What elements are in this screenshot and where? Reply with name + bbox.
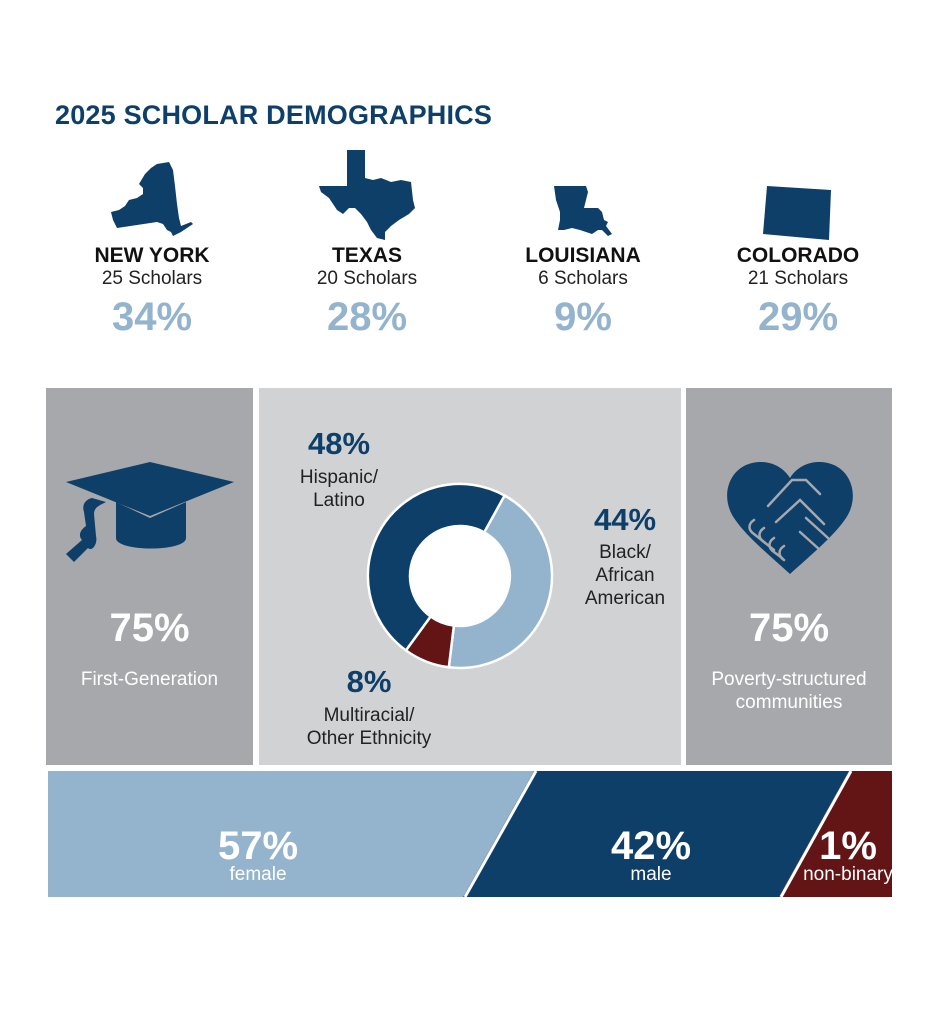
texas-state-icon bbox=[319, 150, 415, 240]
poverty-percent: 75% bbox=[748, 606, 830, 650]
state-scholar-count: 20 Scholars bbox=[316, 268, 418, 289]
poverty-panel: 75% Poverty-structured communities bbox=[686, 388, 892, 765]
first-generation-label: First-Generation bbox=[80, 669, 219, 690]
female-percent: 57% bbox=[217, 824, 299, 868]
ethnicity-panel: 48% Hispanic/ Latino 44% Black/ African … bbox=[259, 388, 681, 765]
state-percent: 9% bbox=[554, 295, 612, 339]
hispanic-label-line2: Latino bbox=[313, 490, 365, 511]
first-generation-panel: 75% First-Generation bbox=[46, 388, 253, 765]
state-scholar-count: 6 Scholars bbox=[538, 268, 628, 289]
hispanic-label-line1: Hispanic/ bbox=[299, 467, 379, 488]
state-new-york: NEW YORK 25 Scholars 34% bbox=[52, 148, 252, 340]
new-york-state-icon bbox=[111, 162, 193, 236]
state-name: TEXAS bbox=[331, 244, 402, 267]
louisiana-state-icon bbox=[554, 186, 612, 236]
poverty-label-line2: communities bbox=[735, 692, 843, 713]
black-label-line1: Black/ bbox=[599, 542, 651, 563]
heart-handshake-icon bbox=[727, 462, 853, 574]
male-percent: 42% bbox=[610, 824, 692, 868]
multiracial-label-line2: Other Ethnicity bbox=[306, 728, 432, 749]
ethnicity-donut-chart bbox=[366, 482, 554, 670]
colorado-state-icon bbox=[763, 186, 831, 240]
hispanic-percent: 48% bbox=[307, 426, 371, 461]
multiracial-percent: 8% bbox=[346, 664, 392, 699]
nonbinary-percent: 1% bbox=[819, 824, 877, 868]
poverty-label-line1: Poverty-structured bbox=[711, 669, 867, 690]
female-label: female bbox=[229, 864, 287, 885]
state-louisiana: LOUISIANA 6 Scholars 9% bbox=[483, 148, 683, 340]
black-label-line3: American bbox=[584, 588, 666, 609]
page-title: 2025 SCHOLAR DEMOGRAPHICS bbox=[55, 100, 493, 130]
state-texas: TEXAS 20 Scholars 28% bbox=[267, 148, 467, 340]
state-percent: 28% bbox=[326, 295, 408, 339]
male-label: male bbox=[630, 864, 672, 885]
state-name: NEW YORK bbox=[94, 244, 210, 267]
gender-bar: 57% female 42% male 1% non-binary bbox=[48, 771, 893, 897]
state-percent: 29% bbox=[757, 295, 839, 339]
poverty-label: Poverty-structured communities bbox=[686, 668, 892, 714]
nonbinary-label: non-binary bbox=[803, 864, 893, 885]
state-name: LOUISIANA bbox=[525, 244, 641, 267]
first-generation-percent: 75% bbox=[109, 606, 190, 650]
state-percent: 34% bbox=[111, 295, 193, 339]
black-label: Black/ African American bbox=[565, 541, 685, 610]
multiracial-label-line1: Multiracial/ bbox=[323, 705, 415, 726]
state-scholar-count: 25 Scholars bbox=[101, 268, 203, 289]
state-scholar-count: 21 Scholars bbox=[747, 268, 849, 289]
gender-bar-chart bbox=[48, 771, 892, 897]
multiracial-label: Multiracial/ Other Ethnicity bbox=[289, 704, 449, 750]
black-percent: 44% bbox=[593, 502, 657, 537]
black-label-line2: African bbox=[595, 565, 655, 586]
hispanic-label: Hispanic/ Latino bbox=[279, 466, 399, 512]
state-colorado: COLORADO 21 Scholars 29% bbox=[698, 148, 898, 340]
state-name: COLORADO bbox=[736, 244, 860, 267]
graduation-cap-icon bbox=[66, 462, 234, 562]
